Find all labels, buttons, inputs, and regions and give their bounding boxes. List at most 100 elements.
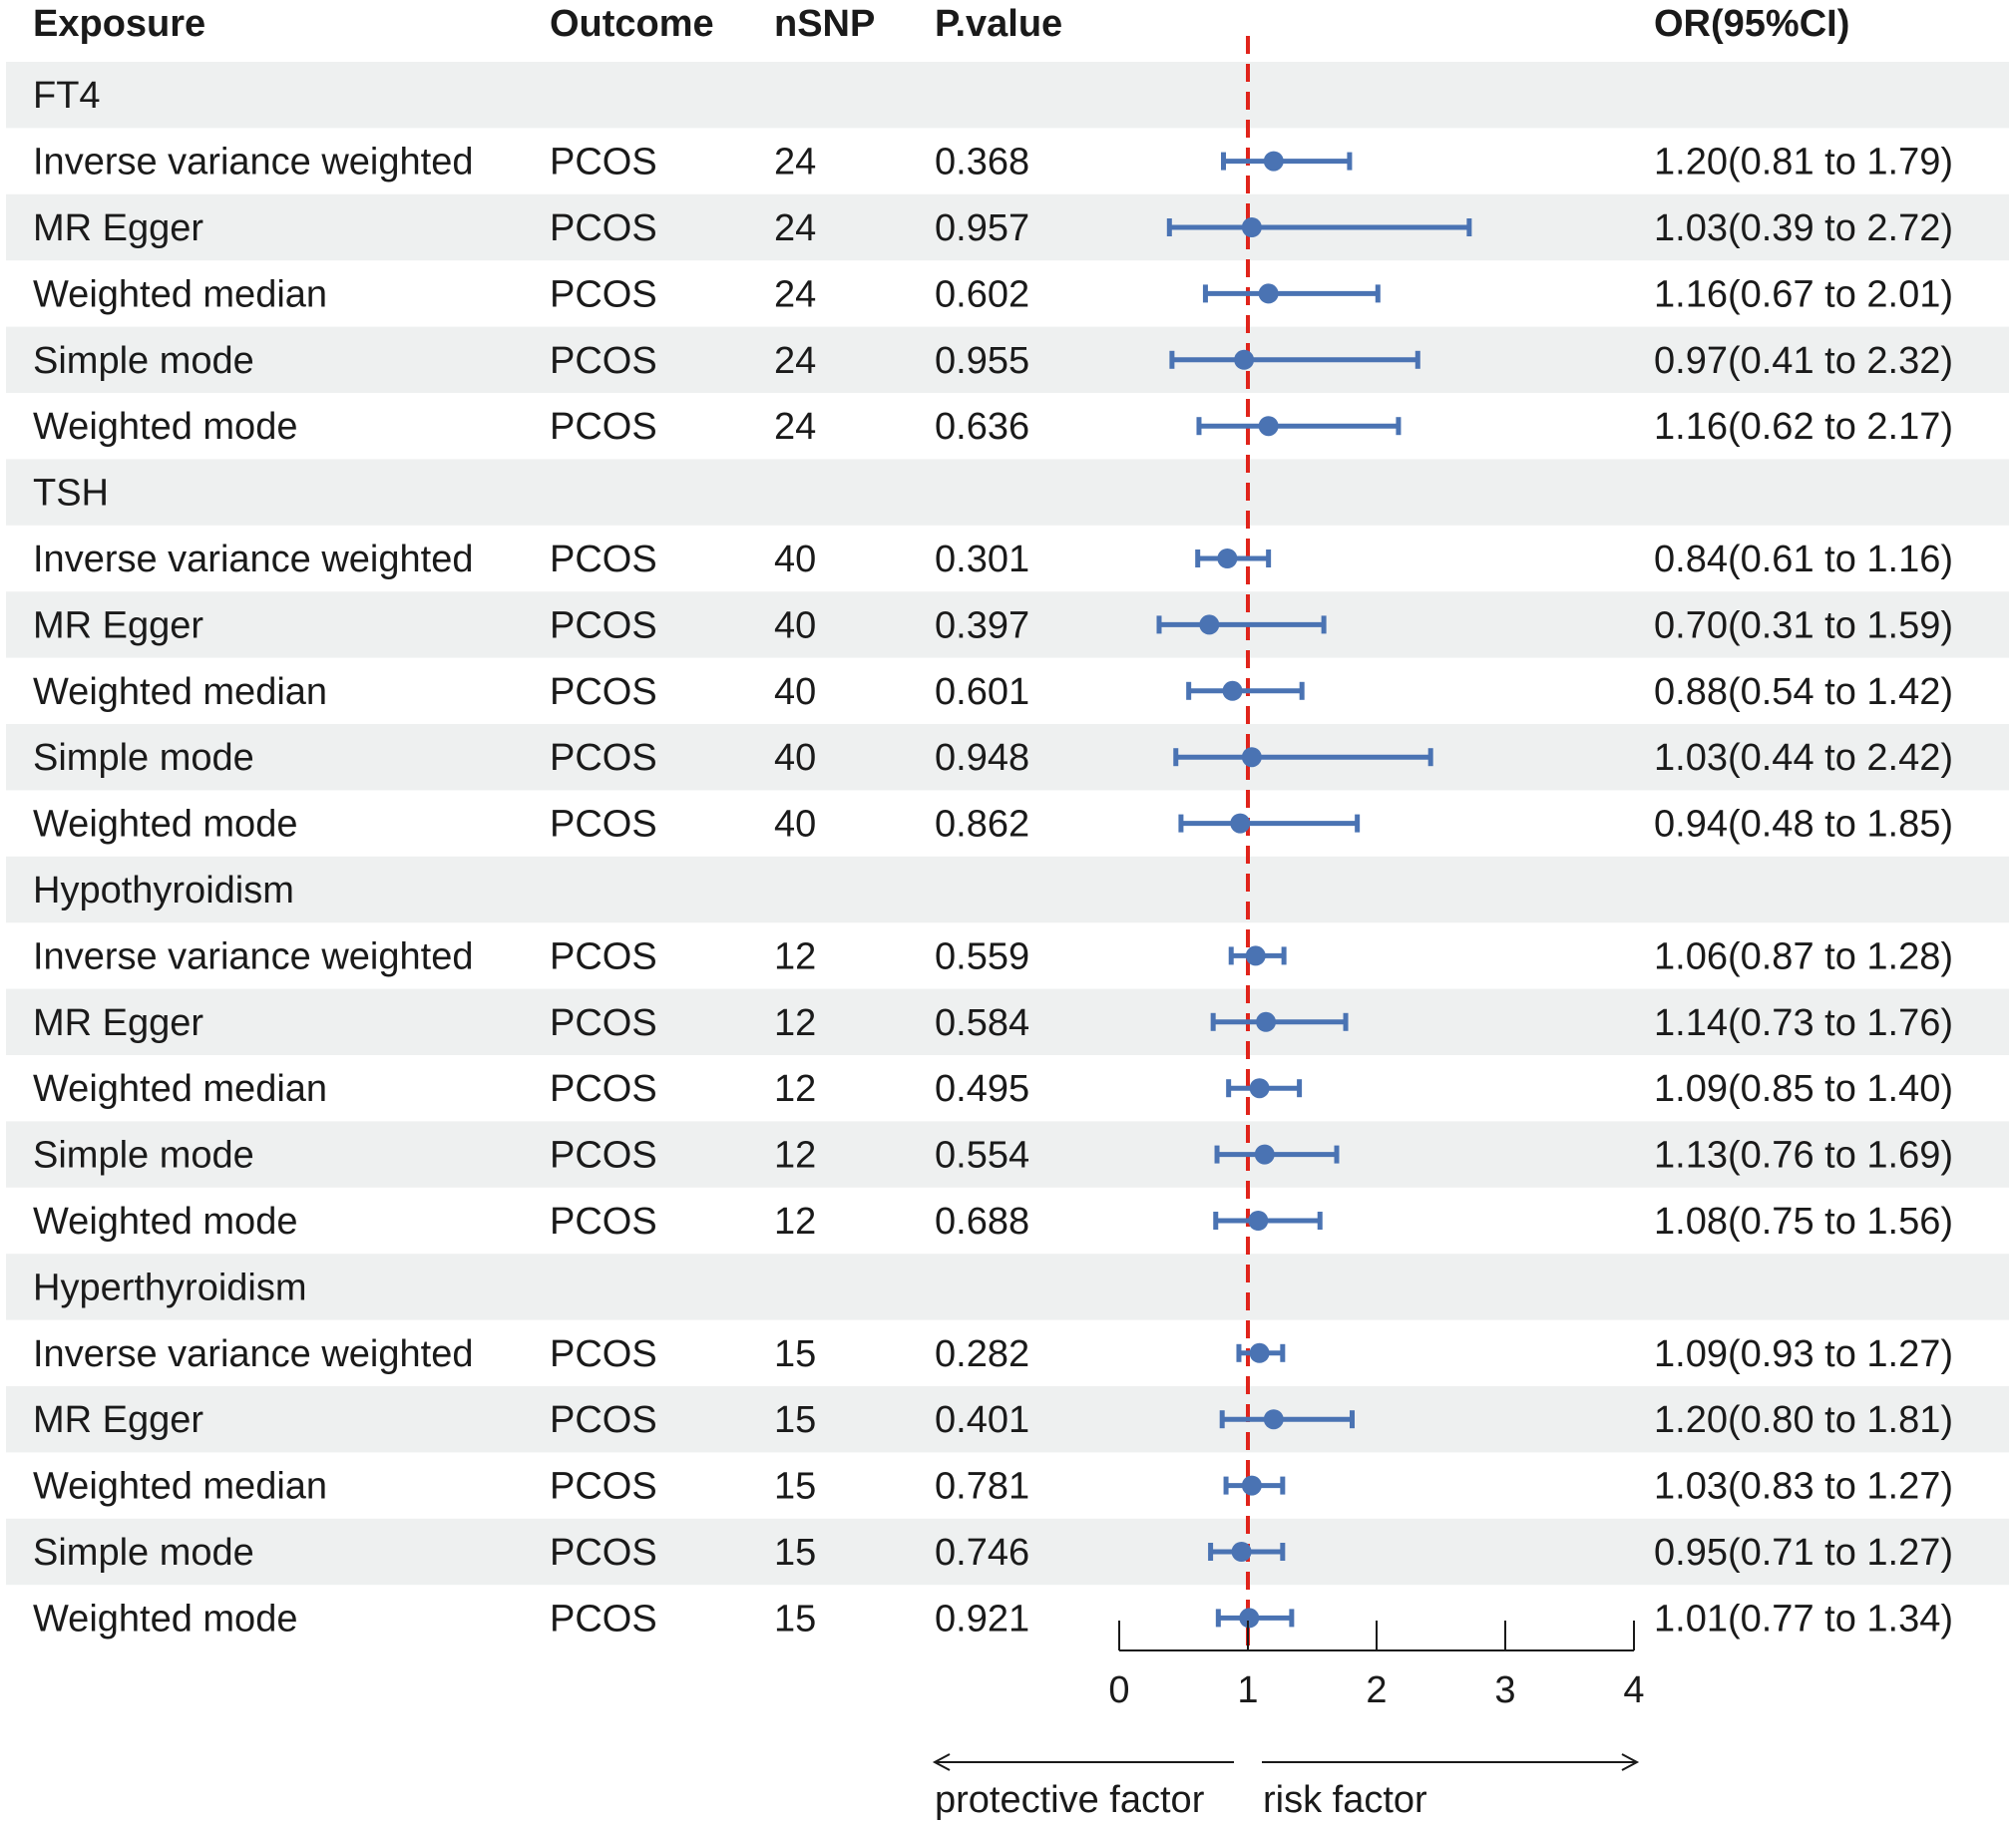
method-label: Simple mode <box>33 1532 254 1574</box>
ci-mark <box>1219 1409 1355 1430</box>
outcome-label: PCOS <box>550 406 657 448</box>
ci-mark <box>1213 1211 1323 1231</box>
pvalue-value: 0.554 <box>935 1135 1029 1177</box>
outcome-label: PCOS <box>550 1135 657 1177</box>
ci-mark <box>1156 614 1327 635</box>
or-point <box>1217 548 1238 568</box>
row-stripe <box>6 62 2009 129</box>
ci-mark <box>1196 416 1402 437</box>
risk-factor-label: risk factor <box>1263 1779 1427 1821</box>
outcome-label: PCOS <box>550 804 657 846</box>
ci-mark <box>1214 1144 1340 1165</box>
pvalue-value: 0.601 <box>935 671 1029 713</box>
ci-mark <box>1228 945 1287 966</box>
nsnp-value: 40 <box>774 604 816 646</box>
or-ci-value: 0.88(0.54 to 1.42) <box>1654 671 1953 713</box>
or-ci-value: 1.14(0.73 to 1.76) <box>1654 1002 1953 1044</box>
group-label: FT4 <box>33 75 101 117</box>
ci-mark <box>1215 1608 1295 1629</box>
outcome-label: PCOS <box>550 340 657 382</box>
or-ci-value: 1.03(0.83 to 1.27) <box>1654 1466 1953 1508</box>
or-ci-value: 1.08(0.75 to 1.56) <box>1654 1201 1953 1243</box>
confidence-intervals <box>1156 151 1472 1629</box>
pvalue-value: 0.781 <box>935 1466 1029 1508</box>
protective-factor-label: protective factor <box>935 1779 1205 1821</box>
ci-mark <box>1226 1078 1303 1099</box>
method-label: MR Egger <box>33 604 203 646</box>
method-label: Weighted mode <box>33 1201 297 1243</box>
ci-mark <box>1173 747 1433 768</box>
method-label: Weighted median <box>33 671 327 713</box>
or-ci-value: 1.01(0.77 to 1.34) <box>1654 1598 1953 1640</box>
risk-arrow-head <box>1621 1753 1640 1771</box>
or-point <box>1258 416 1279 437</box>
row-stripes <box>6 62 2009 1586</box>
pvalue-value: 0.948 <box>935 737 1029 779</box>
outcome-label: PCOS <box>550 1201 657 1243</box>
method-label: Simple mode <box>33 737 254 779</box>
pvalue-value: 0.495 <box>935 1068 1029 1110</box>
row-stripe <box>6 193 2009 261</box>
or-point <box>1231 1542 1252 1562</box>
method-label: MR Egger <box>33 1002 203 1044</box>
outcome-label: PCOS <box>550 1068 657 1110</box>
outcome-label: PCOS <box>550 142 657 183</box>
or-point <box>1199 614 1220 635</box>
outcome-label: PCOS <box>550 935 657 977</box>
or-point <box>1241 1475 1262 1496</box>
group-label: Hyperthyroidism <box>33 1267 307 1308</box>
pvalue-value: 0.602 <box>935 273 1029 315</box>
ci-mark <box>1223 1475 1286 1496</box>
header-outcome: Outcome <box>550 3 714 45</box>
or-point <box>1222 680 1243 701</box>
axis-tick-label: 0 <box>1108 1669 1129 1711</box>
nsnp-value: 15 <box>774 1598 816 1640</box>
outcome-label: PCOS <box>550 207 657 249</box>
ci-mark <box>1178 813 1361 834</box>
or-ci-value: 1.13(0.76 to 1.69) <box>1654 1135 1953 1177</box>
method-label: Weighted mode <box>33 1598 297 1640</box>
nsnp-value: 24 <box>774 340 816 382</box>
group-label: TSH <box>33 473 109 515</box>
method-label: Weighted median <box>33 273 327 315</box>
or-point <box>1230 813 1251 834</box>
ci-mark <box>1166 217 1472 237</box>
axis-tick-label: 4 <box>1623 1669 1644 1711</box>
outcome-label: PCOS <box>550 1333 657 1375</box>
row-stripe <box>6 591 2009 658</box>
header-row: Exposure Outcome nSNP P.value OR(95%CI) <box>33 3 1849 45</box>
header-nsnp: nSNP <box>774 3 875 45</box>
row-stripe <box>6 1121 2009 1188</box>
or-point <box>1256 1011 1277 1032</box>
or-ci-value: 0.84(0.61 to 1.16) <box>1654 539 1953 580</box>
pvalue-value: 0.955 <box>935 340 1029 382</box>
row-stripe <box>6 1254 2009 1320</box>
row-stripe <box>6 1386 2009 1453</box>
method-label: Inverse variance weighted <box>33 142 473 183</box>
or-ci-value: 1.06(0.87 to 1.28) <box>1654 935 1953 977</box>
nsnp-value: 40 <box>774 539 816 580</box>
or-ci-value: 0.97(0.41 to 2.32) <box>1654 340 1953 382</box>
or-point <box>1249 1342 1270 1363</box>
nsnp-value: 12 <box>774 1201 816 1243</box>
axis-tick-label: 1 <box>1237 1669 1258 1711</box>
row-stripe <box>6 724 2009 791</box>
header-pvalue: P.value <box>935 3 1062 45</box>
outcome-label: PCOS <box>550 671 657 713</box>
or-point <box>1241 217 1262 237</box>
header-or: OR(95%CI) <box>1654 3 1849 45</box>
pvalue-value: 0.584 <box>935 1002 1029 1044</box>
or-point <box>1258 283 1279 304</box>
or-point <box>1248 1211 1269 1231</box>
or-ci-value: 0.70(0.31 to 1.59) <box>1654 604 1953 646</box>
group-label: Hypothyroidism <box>33 870 294 912</box>
pvalue-value: 0.862 <box>935 804 1029 846</box>
or-point <box>1241 747 1262 768</box>
pvalue-value: 0.957 <box>935 207 1029 249</box>
method-label: Weighted median <box>33 1068 327 1110</box>
outcome-label: PCOS <box>550 1598 657 1640</box>
x-axis: 0 1 2 3 4 <box>1108 1621 1645 1711</box>
method-label: Weighted mode <box>33 406 297 448</box>
nsnp-value: 12 <box>774 1002 816 1044</box>
ci-mark <box>1220 151 1353 172</box>
